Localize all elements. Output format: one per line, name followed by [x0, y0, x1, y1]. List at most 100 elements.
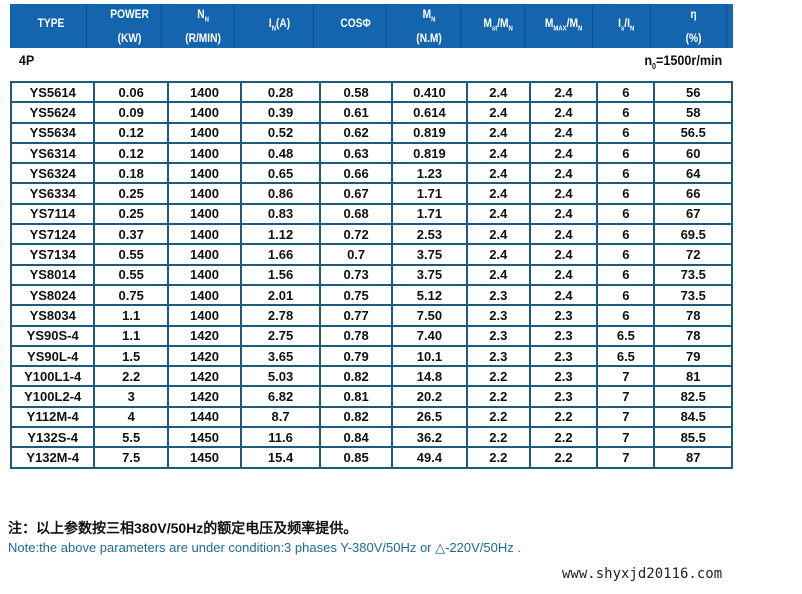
table-cell: 1420 [167, 344, 242, 368]
table-row: YS8034 1.1 1400 2.78 0.77 7.50 2.3 2.3 6 78 [9, 304, 733, 327]
table-cell: 2.3 [528, 344, 599, 368]
table-cell: 2.2 [465, 365, 531, 388]
table-cell: 2.4 [528, 141, 599, 165]
table-cell: 1.66 [239, 243, 322, 266]
motor-spec-table: YS5614 0.06 1400 0.28 0.58 0.410 2.4 2.4 6 56 YS56… [9, 80, 733, 469]
table-cell: 73.5 [653, 283, 733, 307]
table-cell: 1.56 [239, 263, 322, 286]
table-cell: 5.12 [390, 283, 468, 307]
table-cell: 66 [653, 182, 733, 205]
table-cell: 1400 [167, 121, 242, 144]
table-cell: 2.4 [465, 243, 531, 266]
table-cell: 2.4 [528, 101, 599, 124]
table-cell: 6 [596, 283, 656, 307]
table-cell: 0.86 [239, 182, 322, 205]
table-cell: 2.2 [93, 365, 170, 388]
table-cell: 11.6 [239, 426, 322, 449]
table-cell: 0.52 [239, 121, 322, 144]
column-header: η (%) [661, 4, 728, 48]
table-row: YS5614 0.06 1400 0.28 0.58 0.410 2.4 2.4 6 56 [9, 80, 733, 104]
table-cell: 2.3 [528, 324, 599, 347]
table-cell: 7 [596, 446, 656, 469]
table-cell: 7.40 [390, 324, 468, 347]
table-cell: 2.4 [465, 202, 531, 226]
table-cell: Y132S-4 [9, 426, 96, 449]
table-cell: 26.5 [390, 405, 468, 429]
table-cell: 1.12 [239, 223, 322, 246]
table-cell: 7.50 [390, 304, 468, 327]
note-chinese: 注：以上参数按三相380V/50Hz的额定电压及频率提供。 [8, 520, 358, 536]
table-cell: 2.2 [528, 446, 599, 469]
table-cell: 8.7 [239, 405, 322, 429]
table-cell: 87 [653, 446, 733, 469]
table-cell: 0.819 [390, 141, 468, 165]
table-cell: 7 [596, 365, 656, 388]
table-cell: 0.63 [319, 141, 393, 165]
table-cell: YS7134 [9, 243, 96, 266]
table-row: Y132S-4 5.5 1450 11.6 0.84 36.2 2.2 2.2 7 85.5 [9, 426, 733, 449]
table-row: YS5624 0.09 1400 0.39 0.61 0.614 2.4 2.4 6 58 [9, 101, 733, 124]
table-cell: 6.82 [239, 385, 322, 408]
table-cell: 1440 [167, 405, 242, 429]
table-cell: 2.3 [528, 385, 599, 408]
table-cell: 1400 [167, 223, 242, 246]
column-header: Mst/MN [471, 4, 526, 48]
table-cell: YS90L-4 [9, 344, 96, 368]
table-cell: 0.09 [93, 101, 170, 124]
table-cell: 72 [653, 243, 733, 266]
table-cell: 1400 [167, 243, 242, 266]
column-header: Is/IN [602, 4, 651, 48]
table-cell: 2.4 [528, 223, 599, 246]
table-cell: Y132M-4 [9, 446, 96, 469]
table-cell: 84.5 [653, 405, 733, 429]
table-cell: 1400 [167, 304, 242, 327]
table-cell: 6 [596, 223, 656, 246]
table-cell: 2.4 [528, 243, 599, 266]
table-cell: 1.71 [390, 202, 468, 226]
table-cell: YS6324 [9, 162, 96, 185]
sync-speed: n0=1500r/min [644, 52, 723, 71]
table-cell: 4 [93, 405, 170, 429]
note-english: Note:the above parameters are under cond… [8, 540, 521, 555]
table-row: YS6324 0.18 1400 0.65 0.66 1.23 2.4 2.4 6 64 [9, 162, 733, 185]
table-cell: 6 [596, 182, 656, 205]
table-cell: 0.62 [319, 121, 393, 144]
table-cell: 2.3 [465, 283, 531, 307]
table-cell: 1400 [167, 263, 242, 286]
table-cell: 0.82 [319, 365, 393, 388]
table-cell: 0.55 [93, 263, 170, 286]
table-cell: 2.2 [528, 426, 599, 449]
table-cell: 2.4 [528, 283, 599, 307]
table-cell: Y100L2-4 [9, 385, 96, 408]
table-cell: 2.4 [528, 182, 599, 205]
table-cell: 2.4 [465, 80, 531, 104]
table-cell: 1400 [167, 202, 242, 226]
table-cell: 58 [653, 101, 733, 124]
table-cell: 0.25 [93, 182, 170, 205]
table-cell: 0.65 [239, 162, 322, 185]
table-cell: 2.4 [465, 182, 531, 205]
table-cell: 2.01 [239, 283, 322, 307]
table-cell: YS5634 [9, 121, 96, 144]
table-cell: 6 [596, 162, 656, 185]
table-row: Y112M-4 4 1440 8.7 0.82 26.5 2.2 2.2 7 84.5 [9, 405, 733, 429]
table-cell: 6.5 [596, 344, 656, 368]
table-cell: 1420 [167, 324, 242, 347]
table-cell: 7 [596, 426, 656, 449]
table-cell: 0.819 [390, 121, 468, 144]
table-cell: 0.85 [319, 446, 393, 469]
table-cell: 1.1 [93, 304, 170, 327]
table-cell: 0.61 [319, 101, 393, 124]
column-header: TYPE [16, 4, 87, 48]
table-cell: 0.77 [319, 304, 393, 327]
column-header: NN (R/MIN) [172, 4, 235, 48]
table-cell: 6 [596, 80, 656, 104]
table-cell: 0.7 [319, 243, 393, 266]
table-cell: 67 [653, 202, 733, 226]
table-cell: 81 [653, 365, 733, 388]
table-cell: YS5614 [9, 80, 96, 104]
table-cell: 82.5 [653, 385, 733, 408]
table-cell: 2.4 [465, 263, 531, 286]
table-cell: 3.75 [390, 263, 468, 286]
table-cell: 7 [596, 405, 656, 429]
